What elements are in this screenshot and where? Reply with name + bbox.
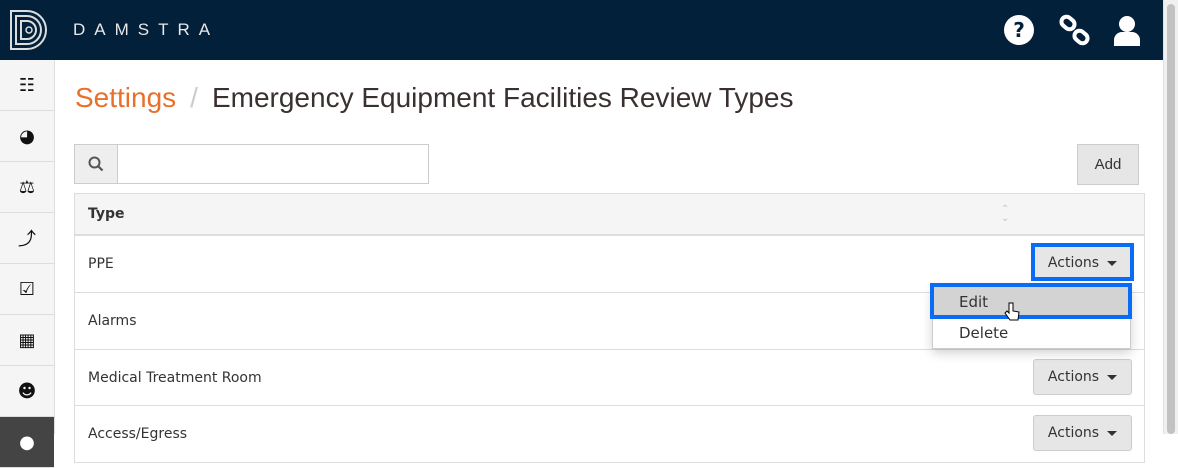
table-row: Alarms xyxy=(74,293,1145,350)
type-cell: Alarms xyxy=(88,313,137,329)
type-cell: Medical Treatment Room xyxy=(88,369,262,386)
table-row: PPE Actions xyxy=(74,236,1145,293)
caret-down-icon xyxy=(1107,374,1118,380)
actions-label: Actions xyxy=(1047,425,1100,441)
type-cell: Access/Egress xyxy=(88,426,188,442)
svg-text:?: ? xyxy=(1013,18,1025,42)
check-square-icon: ☑ xyxy=(18,278,36,300)
user-icon[interactable] xyxy=(1111,14,1143,46)
column-header-label: Type xyxy=(88,206,125,222)
balance-scale-icon: ⚖ xyxy=(18,176,36,198)
caret-down-icon xyxy=(1107,430,1118,436)
link-icon[interactable] xyxy=(1059,14,1091,46)
caret-down-icon xyxy=(1107,260,1118,266)
sidebar-item-more[interactable]: ● xyxy=(0,417,54,468)
help-circle-icon[interactable]: ? xyxy=(1003,14,1035,46)
add-button[interactable]: Add xyxy=(1077,144,1139,185)
users-icon: ☻ xyxy=(17,380,37,402)
hand-cursor-icon xyxy=(1004,302,1020,321)
menu-item-edit[interactable]: Edit xyxy=(933,286,1130,317)
dashboard-icon: ◕ xyxy=(19,125,35,147)
breadcrumb-separator: / xyxy=(190,82,198,113)
damstra-logo[interactable] xyxy=(8,8,50,52)
bolt-icon: ⤴ xyxy=(18,229,36,250)
sidebar-item-incidents[interactable]: ⤴ xyxy=(0,213,54,264)
actions-label: Actions xyxy=(1047,369,1100,385)
menu-item-delete[interactable]: Delete xyxy=(959,323,1009,342)
search-icon xyxy=(75,145,118,183)
sidebar-item-users[interactable]: ☻ xyxy=(0,366,54,417)
sidebar-item-tasks[interactable]: ☑ xyxy=(0,264,54,315)
scrollbar[interactable] xyxy=(1163,0,1178,434)
actions-label: Actions xyxy=(1047,255,1100,271)
table-row: Access/Egress Actions xyxy=(74,406,1145,463)
sidebar-item-compliance[interactable]: ⚖ xyxy=(0,162,54,213)
circle-icon: ● xyxy=(19,431,35,453)
type-cell: PPE xyxy=(88,256,114,272)
search-box xyxy=(74,144,429,184)
building-icon: ▦ xyxy=(18,329,36,351)
actions-highlight xyxy=(1031,243,1134,281)
sort-icon[interactable]: ⌃ ⌄ xyxy=(1001,204,1010,224)
table-row: Medical Treatment Room Actions xyxy=(74,350,1145,406)
sitemap-icon: ☷ xyxy=(18,74,36,96)
breadcrumb-settings-link[interactable]: Settings xyxy=(75,82,177,113)
actions-button[interactable]: Actions xyxy=(1033,245,1132,281)
edit-highlight xyxy=(930,283,1132,319)
top-header: DAMSTRA ? xyxy=(0,0,1163,60)
sidebar-item-dashboard[interactable]: ◕ xyxy=(0,111,54,162)
sidebar-item-sitemap[interactable]: ☷ xyxy=(0,60,54,111)
brand-name: DAMSTRA xyxy=(73,20,220,39)
actions-button[interactable]: Actions xyxy=(1033,359,1132,395)
sidebar: ☷ ◕ ⚖ ⤴ ☑ ▦ ☻ ● xyxy=(0,60,55,468)
actions-button[interactable]: Actions xyxy=(1033,415,1132,451)
column-header-type[interactable]: Type ⌃ ⌄ xyxy=(74,193,1145,236)
search-input[interactable] xyxy=(118,145,428,183)
page-title: Emergency Equipment Facilities Review Ty… xyxy=(211,82,794,113)
sidebar-item-facilities[interactable]: ▦ xyxy=(0,315,54,366)
breadcrumb: Settings / Emergency Equipment Facilities … xyxy=(75,82,793,114)
scrollbar-thumb[interactable] xyxy=(1167,4,1175,434)
